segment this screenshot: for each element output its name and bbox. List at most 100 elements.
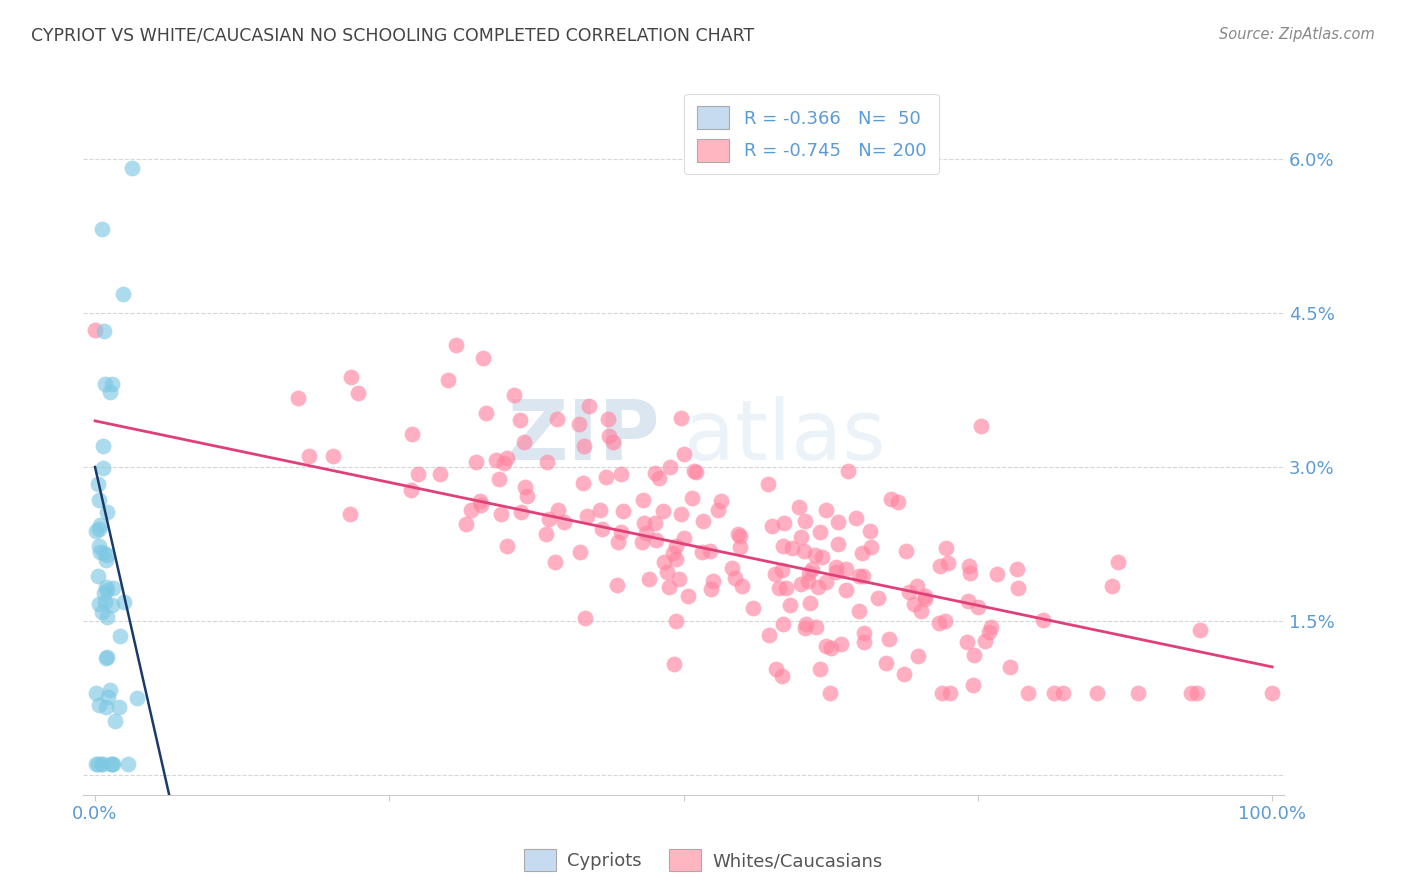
Point xyxy=(103,582,125,596)
Point xyxy=(591,522,613,536)
Point xyxy=(470,498,492,512)
Point xyxy=(772,539,794,553)
Point xyxy=(848,569,870,583)
Point xyxy=(671,508,693,522)
Point xyxy=(658,580,681,594)
Point xyxy=(959,566,981,581)
Point xyxy=(602,434,624,449)
Point xyxy=(700,582,723,597)
Point xyxy=(910,604,932,618)
Point xyxy=(851,546,873,560)
Point xyxy=(488,472,510,486)
Point xyxy=(779,598,801,612)
Point xyxy=(96,553,118,567)
Point xyxy=(794,514,817,528)
Point xyxy=(1005,561,1028,575)
Point xyxy=(1180,685,1202,699)
Point xyxy=(444,337,467,351)
Point xyxy=(797,574,820,589)
Point xyxy=(98,683,121,698)
Point xyxy=(702,574,724,588)
Point xyxy=(651,503,673,517)
Point xyxy=(963,648,986,662)
Point xyxy=(568,417,591,432)
Point xyxy=(401,427,423,442)
Point xyxy=(962,678,984,692)
Point xyxy=(93,585,115,599)
Point xyxy=(1126,685,1149,699)
Point xyxy=(834,562,856,576)
Point xyxy=(800,562,823,576)
Point xyxy=(503,388,526,402)
Point xyxy=(1185,685,1208,699)
Point xyxy=(672,531,695,545)
Point xyxy=(894,543,917,558)
Point xyxy=(612,504,634,518)
Point xyxy=(94,699,117,714)
Point xyxy=(87,569,110,583)
Point xyxy=(721,561,744,575)
Point xyxy=(101,598,124,612)
Point xyxy=(914,589,936,603)
Point xyxy=(957,593,980,607)
Point xyxy=(610,524,633,539)
Point xyxy=(661,546,683,560)
Point xyxy=(96,610,118,624)
Point xyxy=(877,632,900,647)
Point xyxy=(87,539,110,553)
Point xyxy=(820,640,842,655)
Point xyxy=(97,690,120,705)
Point xyxy=(112,595,135,609)
Point xyxy=(845,510,868,524)
Point xyxy=(787,500,810,514)
Point xyxy=(875,656,897,670)
Point xyxy=(980,619,1002,633)
Point xyxy=(607,535,630,549)
Point xyxy=(804,549,827,563)
Point xyxy=(547,503,569,517)
Point xyxy=(610,467,633,481)
Point xyxy=(665,615,688,629)
Point xyxy=(859,524,882,538)
Point xyxy=(93,324,115,338)
Point xyxy=(87,757,110,772)
Point xyxy=(84,323,107,337)
Point xyxy=(495,451,517,466)
Point xyxy=(89,518,111,533)
Point xyxy=(94,650,117,665)
Point xyxy=(496,539,519,553)
Point xyxy=(793,543,815,558)
Point xyxy=(790,530,813,544)
Point xyxy=(763,567,786,582)
Point xyxy=(935,541,957,555)
Point xyxy=(287,392,309,406)
Point xyxy=(794,621,817,635)
Point xyxy=(907,648,929,663)
Point xyxy=(690,545,713,559)
Point xyxy=(94,377,117,392)
Point xyxy=(598,429,620,443)
Point xyxy=(110,629,132,643)
Point xyxy=(756,477,779,491)
Point xyxy=(98,384,121,399)
Point xyxy=(1031,613,1053,627)
Point xyxy=(647,471,669,485)
Point xyxy=(101,376,124,391)
Point xyxy=(967,600,990,615)
Point xyxy=(111,286,134,301)
Point xyxy=(683,464,706,478)
Point xyxy=(818,685,841,699)
Point xyxy=(905,579,928,593)
Point xyxy=(761,518,783,533)
Point xyxy=(96,548,118,562)
Point xyxy=(96,583,118,598)
Point xyxy=(893,667,915,681)
Legend: R = -0.366   N=  50, R = -0.745   N= 200: R = -0.366 N= 50, R = -0.745 N= 200 xyxy=(685,94,939,174)
Point xyxy=(89,597,111,611)
Point xyxy=(96,649,118,664)
Point xyxy=(87,492,110,507)
Text: CYPRIOT VS WHITE/CAUCASIAN NO SCHOOLING COMPLETED CORRELATION CHART: CYPRIOT VS WHITE/CAUCASIAN NO SCHOOLING … xyxy=(31,27,754,45)
Point xyxy=(955,635,977,649)
Point xyxy=(939,685,962,699)
Point xyxy=(852,569,875,583)
